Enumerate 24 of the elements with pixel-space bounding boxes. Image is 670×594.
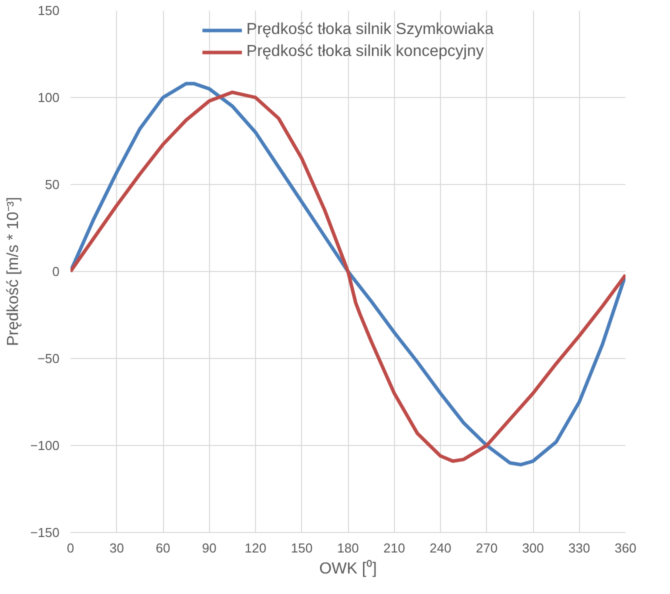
x-tick-label: 90 bbox=[202, 540, 216, 556]
x-axis-title: OWK [⁰] bbox=[319, 560, 377, 578]
x-tick-label: 0 bbox=[66, 540, 74, 556]
x-tick-label: 210 bbox=[383, 540, 406, 556]
y-tick-label: 150 bbox=[38, 3, 60, 18]
y-tick-label: −150 bbox=[30, 525, 60, 540]
y-tick-label: −50 bbox=[37, 351, 60, 366]
y-tick-label: 0 bbox=[52, 264, 60, 279]
x-tick-label: 60 bbox=[156, 540, 170, 556]
legend-label: Prędkość tłoka silnik koncepcyjny bbox=[246, 43, 484, 61]
x-tick-label: 150 bbox=[290, 540, 313, 556]
x-tick-label: 270 bbox=[476, 540, 498, 556]
x-tick-label: 240 bbox=[430, 540, 452, 556]
y-axis-title: Prędkość [m/s * 10⁻³] bbox=[5, 196, 22, 346]
x-tick-label: 180 bbox=[337, 540, 359, 556]
x-tick-label: 30 bbox=[110, 540, 124, 556]
y-tick-label: −100 bbox=[30, 438, 60, 453]
x-tick-label: 300 bbox=[522, 540, 544, 556]
x-tick-label: 120 bbox=[244, 540, 266, 556]
x-tick-label: 330 bbox=[568, 540, 590, 556]
x-tick-label: 360 bbox=[614, 540, 636, 556]
y-tick-label: 50 bbox=[45, 177, 60, 192]
legend-label: Prędkość tłoka silnik Szymkowiaka bbox=[246, 21, 494, 39]
y-tick-label: 100 bbox=[38, 90, 60, 105]
